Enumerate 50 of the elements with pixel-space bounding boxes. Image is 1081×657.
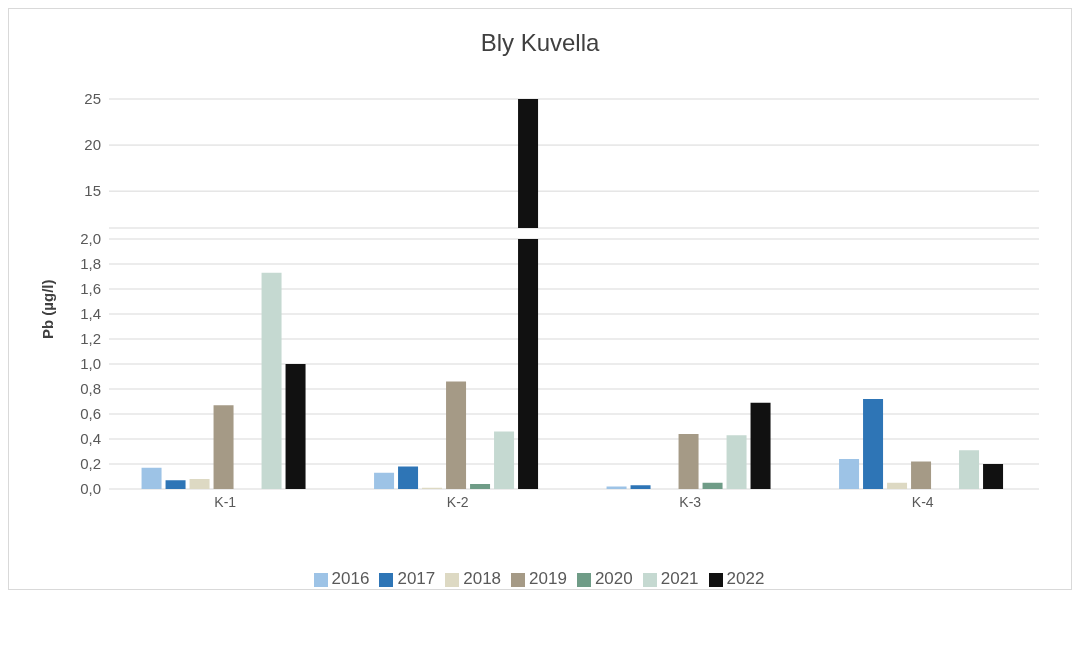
y-tick-label: 20 <box>84 136 101 154</box>
bar <box>518 239 539 489</box>
y-tick-label: 2,0 <box>80 230 101 248</box>
x-tick-label: K-4 <box>911 493 934 510</box>
legend-label: 2017 <box>397 569 436 588</box>
y-tick-label: 1,0 <box>80 355 101 373</box>
bar <box>446 381 467 489</box>
legend-label: 2018 <box>463 569 502 588</box>
y-tick-label: 1,8 <box>80 255 101 273</box>
y-tick-label: 25 <box>84 90 101 108</box>
legend-label: 2022 <box>726 569 765 588</box>
bar <box>470 484 491 489</box>
y-tick-label: 0,2 <box>80 455 101 473</box>
bar <box>398 466 419 489</box>
bar <box>630 485 651 489</box>
bar <box>983 464 1004 489</box>
y-tick-label: 0,0 <box>80 480 101 498</box>
legend-label: 2016 <box>331 569 370 588</box>
y-tick-label: 0,8 <box>80 380 101 398</box>
bar <box>285 364 306 489</box>
bar <box>141 467 162 489</box>
bar <box>261 272 282 489</box>
legend-label: 2021 <box>660 569 699 588</box>
y-tick-label: 1,6 <box>80 280 101 298</box>
bar <box>959 450 980 489</box>
legend-label: 2020 <box>594 569 633 588</box>
bar <box>374 472 395 489</box>
bar <box>494 431 515 489</box>
chart-title: Bly Kuvella <box>479 28 601 58</box>
bar <box>702 482 723 489</box>
y-tick-label: 1,2 <box>80 330 101 348</box>
y-tick-label: 1,4 <box>80 305 101 323</box>
bar <box>911 461 932 489</box>
y-tick-label: 15 <box>84 182 101 200</box>
y-tick-label: 0,4 <box>80 430 101 448</box>
bar <box>726 435 747 489</box>
y-tick-label: 0,6 <box>80 405 101 423</box>
bar <box>678 434 699 489</box>
x-tick-label: K-1 <box>214 493 237 510</box>
bar <box>887 482 908 489</box>
bar <box>863 399 884 489</box>
legend-label: 2019 <box>529 569 567 588</box>
bar <box>165 480 186 489</box>
y-axis-title: Pb (µg/l) <box>39 279 56 339</box>
bar <box>189 479 210 489</box>
x-tick-label: K-3 <box>679 493 702 510</box>
bar <box>839 459 860 489</box>
bar <box>750 402 771 489</box>
x-tick-label: K-2 <box>446 493 469 510</box>
bar <box>213 405 234 489</box>
